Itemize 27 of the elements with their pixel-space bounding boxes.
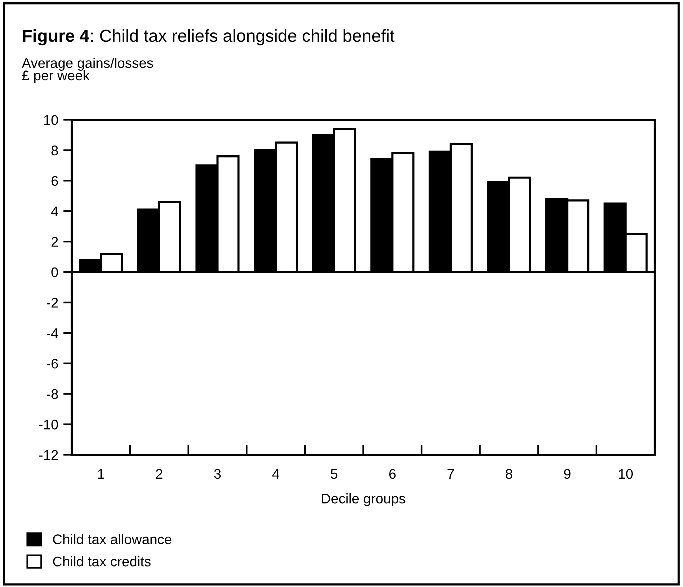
y-tick-label: 6 <box>52 176 58 186</box>
x-tick-label: 8 <box>506 469 513 480</box>
y-tick-label: 8 <box>52 146 58 156</box>
x-tick-label: 6 <box>389 469 396 480</box>
y-tick-label: -8 <box>47 389 58 400</box>
x-tick-label: 5 <box>331 469 338 480</box>
x-tick-label: 7 <box>448 469 454 479</box>
y-tick-label: 0 <box>52 268 58 278</box>
y-tick-label: -12 <box>39 450 58 460</box>
y-tick-label: -6 <box>47 358 58 369</box>
y-tick-label: 4 <box>51 206 58 216</box>
x-axis-title: Decile groups <box>322 494 406 506</box>
x-tick-label: 4 <box>272 469 280 479</box>
x-tick-label: 3 <box>214 469 221 480</box>
x-tick-label: 10 <box>619 469 634 480</box>
y-axis-title: Average gains/losses £ per week <box>22 58 154 84</box>
x-tick-label: 9 <box>564 469 571 480</box>
x-tick-label: 2 <box>156 469 163 479</box>
legend-label: Child tax credits <box>53 556 151 567</box>
y-tick-label: 2 <box>52 237 58 247</box>
x-tick-label: 1 <box>98 469 104 479</box>
chart-title: Figure 4: Child tax reliefs alongside child benefit <box>23 29 395 46</box>
legend-label: Child tax allowance <box>53 534 172 545</box>
y-tick-label: -10 <box>39 420 58 430</box>
y-tick-label: -4 <box>47 328 58 338</box>
y-tick-label: -2 <box>47 298 58 308</box>
y-tick-label: 10 <box>44 115 58 126</box>
